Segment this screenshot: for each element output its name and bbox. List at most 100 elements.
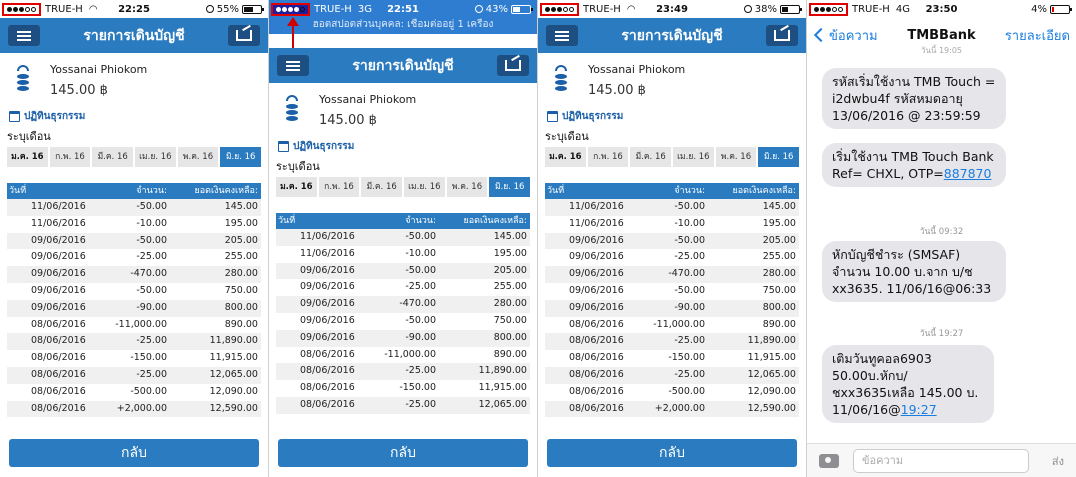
table-row: 08/06/2016 -25.00 12,065.00 <box>276 396 530 414</box>
month-tab[interactable]: ม.ค. 16 <box>7 147 48 167</box>
month-tab[interactable]: ก.พ. 16 <box>587 147 629 167</box>
share-button[interactable] <box>497 55 529 76</box>
account-name: Yossanai Phiokom <box>588 63 686 76</box>
row-date: 08/06/2016 <box>569 335 624 347</box>
timestamp: วันนี้ 19:05 <box>920 46 963 55</box>
status-bar: TRUE-H ◠ 23:49 38% <box>538 0 806 18</box>
row-balance: 800.00 <box>224 301 258 313</box>
row-amount: -25.00 <box>136 368 167 380</box>
row-date: 09/06/2016 <box>31 234 86 246</box>
send-button[interactable]: ส่ง <box>1051 454 1064 468</box>
row-amount: -470.00 <box>130 268 167 280</box>
row-balance: 890.00 <box>493 348 527 360</box>
table-row: 09/06/2016 -25.00 255.00 <box>276 279 530 296</box>
month-tab-selected[interactable]: มิ.ย. 16 <box>489 177 531 197</box>
table-row: 09/06/2016 -25.00 255.00 <box>7 249 261 266</box>
row-balance: 11,890.00 <box>478 365 527 377</box>
timestamp: วันนี้ 19:27 <box>919 329 964 339</box>
calendar-link[interactable]: ปฏิทินธุรกรรม <box>0 105 268 127</box>
back-button[interactable]: กลับ <box>547 439 797 467</box>
month-label: ระบุเดือน <box>7 130 51 143</box>
back-to-messages[interactable]: ข้อความ <box>813 25 878 46</box>
details-button[interactable]: รายละเอียด <box>1004 28 1070 44</box>
message-input[interactable]: ข้อความ <box>853 448 1029 473</box>
month-tab[interactable]: ก.พ. 16 <box>49 147 91 167</box>
month-tab[interactable]: ก.พ. 16 <box>318 177 360 197</box>
calendar-icon <box>547 110 558 122</box>
month-tab-selected[interactable]: มิ.ย. 16 <box>758 147 800 167</box>
row-balance: 195.00 <box>224 217 258 229</box>
battery-icon <box>1050 4 1072 14</box>
row-amount: -10.00 <box>405 247 436 259</box>
month-tab[interactable]: ม.ค. 16 <box>545 147 586 167</box>
month-tab[interactable]: เม.ย. 16 <box>135 147 176 167</box>
divider <box>537 0 538 477</box>
row-amount: -50.00 <box>405 264 436 276</box>
row-balance: 205.00 <box>493 264 527 276</box>
hotspot-banner[interactable]: ฮอตสปอตส่วนบุคคล: เชื่อมต่ออยู่ 1 เครื่อ… <box>269 18 537 34</box>
table-row: 08/06/2016 -500.00 12,090.00 <box>545 384 799 401</box>
menu-button[interactable] <box>8 25 40 46</box>
battery-icon <box>511 4 533 14</box>
row-amount: -11,000.00 <box>384 348 436 360</box>
table-row: 08/06/2016 -150.00 11,915.00 <box>545 350 799 367</box>
month-tab[interactable]: มี.ค. 16 <box>92 147 134 167</box>
menu-button[interactable] <box>277 55 309 76</box>
row-balance: 280.00 <box>224 268 258 280</box>
month-tab[interactable]: มี.ค. 16 <box>361 177 403 197</box>
month-tab[interactable]: พ.ค. 16 <box>446 177 488 197</box>
header-date: วันที่ <box>547 186 565 196</box>
phone-screen-3: TRUE-H ◠ 23:49 38% รายการเดินบัญชี Yossa… <box>538 0 806 477</box>
row-date: 11/06/2016 <box>569 217 624 229</box>
page-title: รายการเดินบัญชี <box>83 27 185 44</box>
month-tab[interactable]: พ.ค. 16 <box>177 147 219 167</box>
row-date: 09/06/2016 <box>300 264 355 276</box>
table-row: 08/06/2016 -150.00 11,915.00 <box>276 380 530 397</box>
share-button[interactable] <box>228 25 260 46</box>
row-balance: 255.00 <box>493 281 527 293</box>
row-balance: 800.00 <box>493 331 527 343</box>
row-date: 11/06/2016 <box>300 247 355 259</box>
row-amount: -500.00 <box>130 385 167 397</box>
hamburger-icon <box>555 30 569 41</box>
month-tab[interactable]: เม.ย. 16 <box>673 147 714 167</box>
row-balance: 205.00 <box>224 234 258 246</box>
back-button[interactable]: กลับ <box>278 439 528 467</box>
row-balance: 750.00 <box>762 284 796 296</box>
menu-button[interactable] <box>546 25 578 46</box>
month-tab[interactable]: ม.ค. 16 <box>276 177 317 197</box>
row-amount: -25.00 <box>674 368 705 380</box>
account-name: Yossanai Phiokom <box>50 63 148 76</box>
account-balance: 145.00 ฿ <box>50 83 108 98</box>
row-date: 09/06/2016 <box>31 301 86 313</box>
month-tab-selected[interactable]: มิ.ย. 16 <box>220 147 262 167</box>
row-balance: 12,090.00 <box>747 385 796 397</box>
row-amount: -50.00 <box>674 234 705 246</box>
row-balance: 12,590.00 <box>209 402 258 414</box>
camera-icon[interactable] <box>819 453 839 468</box>
calendar-link[interactable]: ปฏิทินธุรกรรม <box>538 105 806 127</box>
row-balance: 145.00 <box>493 231 527 242</box>
row-date: 11/06/2016 <box>300 231 355 242</box>
month-tab[interactable]: เม.ย. 16 <box>404 177 445 197</box>
back-button[interactable]: กลับ <box>9 439 259 467</box>
month-tab[interactable]: พ.ค. 16 <box>715 147 757 167</box>
row-balance: 890.00 <box>762 318 796 330</box>
battery-percent: 4% <box>1031 3 1047 15</box>
row-balance: 11,915.00 <box>209 352 258 364</box>
row-balance: 145.00 <box>224 201 258 212</box>
share-button[interactable] <box>766 25 798 46</box>
table-row: 08/06/2016 -11,000.00 890.00 <box>7 317 261 334</box>
row-amount: -470.00 <box>399 298 436 310</box>
table-row: 08/06/2016 -11,000.00 890.00 <box>545 317 799 334</box>
row-amount: -25.00 <box>136 335 167 347</box>
otp-link[interactable]: 887870 <box>943 166 992 181</box>
account-summary: Yossanai Phiokom 145.00 ฿ <box>0 53 268 105</box>
table-header: วันที่ จำนวน: ยอดเงินคงเหลือ: <box>276 213 530 229</box>
time-link[interactable]: 19:27 <box>900 402 937 417</box>
table-row: 09/06/2016 -50.00 750.00 <box>7 283 261 300</box>
calendar-link[interactable]: ปฏิทินธุรกรรม <box>269 135 537 157</box>
table-row: 08/06/2016 -25.00 11,890.00 <box>545 333 799 351</box>
month-tab[interactable]: มี.ค. 16 <box>630 147 672 167</box>
